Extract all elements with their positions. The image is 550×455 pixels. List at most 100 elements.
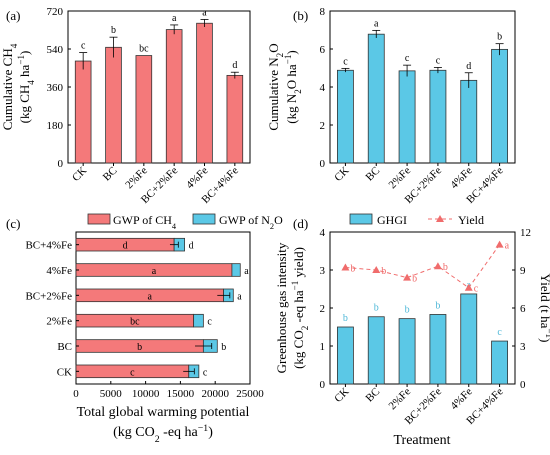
- significance-letter-yield: b: [381, 266, 386, 277]
- x-axis-label: Treatment: [393, 433, 450, 448]
- bar-ghgi: [429, 314, 447, 385]
- significance-letter: c: [81, 41, 86, 52]
- bar: [491, 48, 509, 164]
- y-tick-label-right: 0: [520, 379, 526, 391]
- x-tick-label: BC: [364, 386, 383, 405]
- bar: [367, 33, 385, 164]
- x-tick-label: 4%Fe: [448, 386, 475, 413]
- legend-label-yield: Yield: [458, 213, 484, 227]
- significance-letter-ghgi: b: [435, 300, 440, 311]
- significance-letter: a: [172, 13, 177, 24]
- x-tick-label: CK: [332, 386, 351, 405]
- y-axis-label-units: (kg CH4 ha−1): [16, 51, 36, 124]
- significance-letter: a: [244, 266, 249, 277]
- bar-n2o: [231, 263, 241, 277]
- significance-letter-ghgi: b: [343, 313, 348, 324]
- y-tick-label: 0: [58, 158, 64, 170]
- significance-letter: b: [497, 32, 502, 43]
- x-tick-label: 5000: [100, 388, 123, 400]
- significance-letter: b: [111, 25, 116, 36]
- y-tick-label: BC+4%Fe: [25, 240, 72, 252]
- x-tick-label: BC: [101, 165, 120, 184]
- panel-c: 0 5000 10000 15000 20000 25000 d d BC+4%Fe a a 4%Fe…: [6, 213, 283, 445]
- plot-frame: [67, 10, 251, 164]
- significance-letter-ghgi: b: [405, 305, 410, 316]
- significance-letter-yield: c: [474, 284, 479, 295]
- bar: [105, 46, 122, 164]
- bar: [135, 55, 153, 164]
- significance-letter: c: [436, 55, 441, 66]
- legend-label-ghgi: GHGI: [377, 213, 407, 227]
- y-axis-label: Cumulative CH4: [0, 43, 19, 130]
- yield-point: [464, 283, 473, 291]
- x-tick-label: 4%Fe: [448, 165, 475, 192]
- yield-point: [433, 262, 442, 270]
- y-tick-label: 4: [320, 82, 326, 94]
- bar: [226, 74, 244, 164]
- x-tick-label: 25000: [236, 388, 264, 400]
- x-axis-label: Total global warming potential: [77, 405, 250, 420]
- y-tick-label: 8: [320, 6, 326, 18]
- significance-letter-ghgi: c: [497, 327, 502, 338]
- plot-frame: [329, 10, 516, 164]
- significance-letter: b: [137, 342, 142, 353]
- significance-letter: c: [405, 53, 410, 64]
- significance-letter: bc: [139, 44, 149, 55]
- bar-ghgi: [460, 293, 478, 385]
- significance-letter-yield: b: [412, 274, 417, 285]
- y-tick-label: 360: [47, 82, 64, 94]
- panel-a: 0180360540720cCKbBCbc2%FeaBC+2%Fea4%FedB…: [0, 6, 251, 206]
- yield-point: [495, 240, 504, 248]
- significance-letter: c: [203, 367, 208, 378]
- legend-swatch-ghgi: [349, 213, 373, 225]
- significance-letter: d: [189, 241, 194, 252]
- significance-letter-ghgi: b: [374, 303, 379, 314]
- significance-letter: b: [221, 342, 226, 353]
- x-tick-label: 20000: [201, 388, 229, 400]
- x-axis-label-units: (kg CO2 -eq ha−1): [113, 423, 213, 445]
- x-tick-label: 2%Fe: [387, 165, 414, 192]
- x-tick-label: 4%Fe: [184, 165, 211, 192]
- x-tick-label: 0: [73, 388, 79, 400]
- significance-letter: c: [130, 367, 135, 378]
- bar: [336, 69, 354, 164]
- bar-ghgi: [398, 318, 416, 385]
- legend-marker-yield: [436, 215, 444, 222]
- y-axis-label: Cumulative N2O: [266, 43, 285, 130]
- y-tick-label: CK: [57, 366, 72, 378]
- legend-swatch-ch4: [87, 213, 111, 225]
- y-tick-label-left: 3: [320, 265, 326, 277]
- yield-point: [403, 273, 412, 281]
- bar: [196, 22, 213, 164]
- significance-letter: d: [123, 241, 128, 252]
- y-axis-label-right: Yield (t ha−1): [538, 274, 550, 343]
- significance-letter: a: [374, 18, 379, 29]
- yield-point: [341, 263, 350, 271]
- y-axis-label-left-units: (kg CO2 -eq ha−1 yield): [290, 247, 310, 369]
- x-tick-label: 2%Fe: [123, 165, 150, 192]
- y-tick-label-left: 4: [320, 227, 326, 239]
- bar-ghgi: [367, 316, 385, 385]
- significance-letter-yield: a: [505, 241, 510, 252]
- panel-label: (a): [6, 8, 20, 23]
- significance-letter: bc: [130, 317, 140, 328]
- y-tick-label-right: 9: [520, 265, 526, 277]
- y-tick-label-left: 1: [320, 341, 326, 353]
- y-tick-label: 2%Fe: [46, 316, 72, 328]
- bar: [429, 69, 447, 164]
- significance-letter-yield: b: [443, 262, 448, 273]
- y-axis-label-units: (kg N2O ha−1): [283, 50, 303, 123]
- significance-letter: d: [466, 61, 471, 72]
- plot-frame: [75, 231, 251, 385]
- y-tick-label: 2: [320, 120, 326, 132]
- y-axis-label-left: Greenhouse gas intensity: [274, 242, 289, 373]
- panel-b: 02468cCKaBCc2%FecBC+2%Fed4%FebBC+4%Fe(b)…: [266, 6, 516, 206]
- y-tick-label: 180: [47, 120, 64, 132]
- bar-ghgi: [336, 326, 354, 385]
- y-tick-label-left: 0: [320, 379, 326, 391]
- bar: [165, 29, 183, 164]
- significance-letter: c: [343, 56, 348, 67]
- bar-n2o: [193, 313, 204, 328]
- legend-label-n2o: GWP of N2O: [219, 213, 283, 231]
